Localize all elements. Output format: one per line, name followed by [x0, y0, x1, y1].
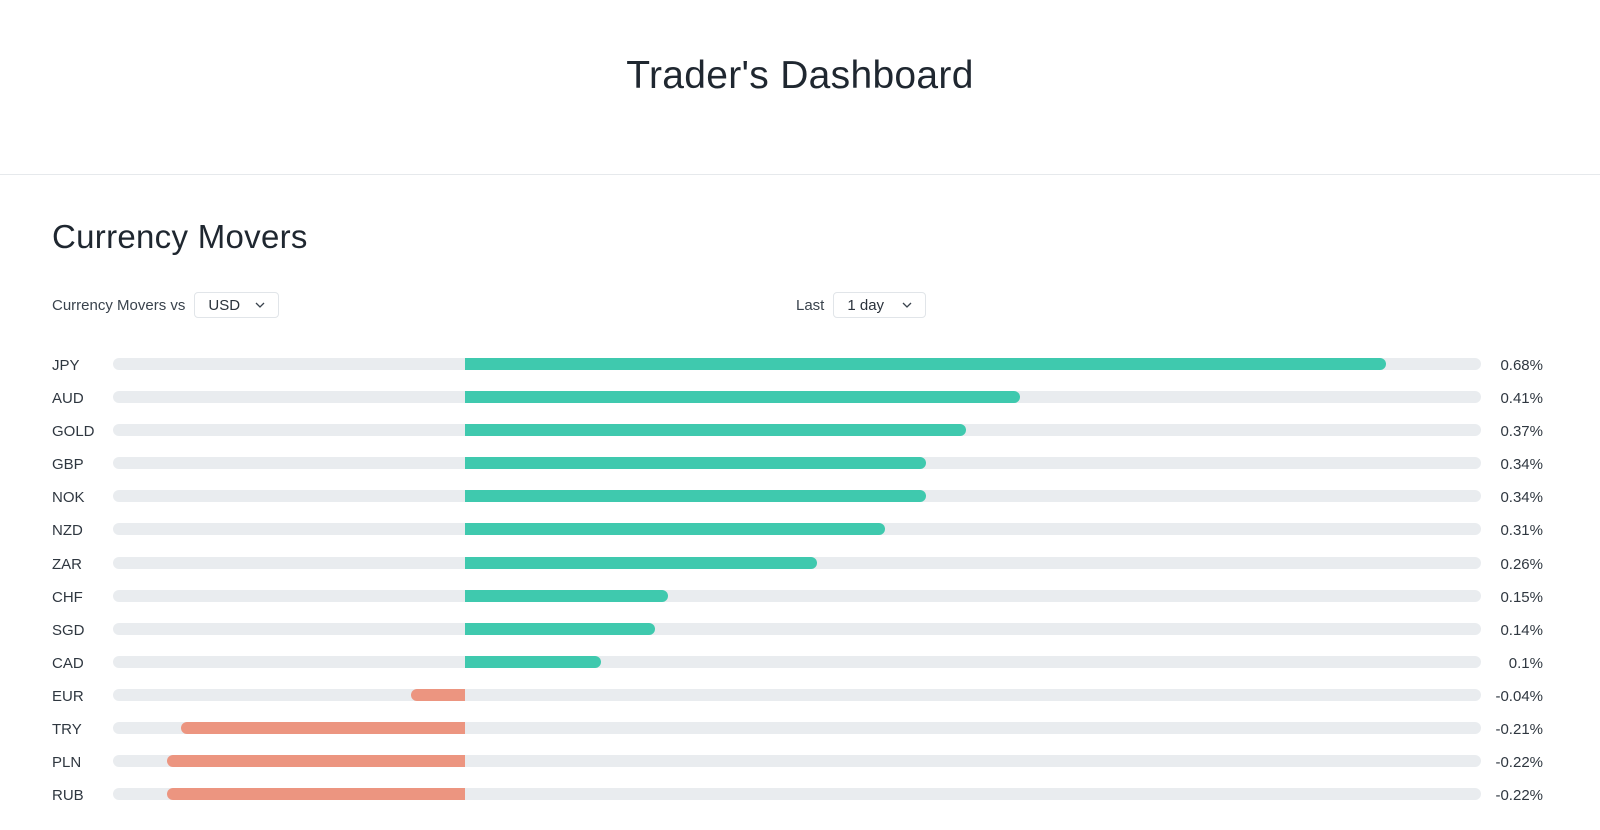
bar-sgd: [465, 622, 655, 635]
base-currency-select[interactable]: USD: [194, 292, 280, 318]
currency-code: NZD: [52, 522, 83, 540]
currency-movers-chart: JPY 0.68% AUD 0.41% GOLD 0.37% GBP 0.34% NOK 0.34…: [0, 349, 1600, 812]
currency-code: GBP: [52, 456, 84, 474]
currency-movers-vs-label: Currency Movers vs: [52, 296, 186, 314]
chevron-down-icon: [254, 299, 266, 311]
currency-row-gold: GOLD 0.37%: [0, 415, 1600, 448]
currency-code: JPY: [52, 357, 80, 374]
bar-chf: [465, 589, 669, 602]
currency-row-cad: CAD 0.1%: [0, 647, 1600, 680]
currency-row-jpy: JPY 0.68%: [0, 349, 1600, 382]
currency-row-sgd: SGD 0.14%: [0, 614, 1600, 647]
change-percent: 0.34%: [1500, 456, 1543, 474]
currency-row-rub: RUB -0.22%: [0, 779, 1600, 812]
currency-row-chf: CHF 0.15%: [0, 581, 1600, 614]
bar-nok: [465, 490, 926, 503]
change-percent: 0.31%: [1500, 522, 1543, 540]
bar-jpy: [465, 358, 1387, 370]
chevron-down-icon: [901, 299, 913, 311]
currency-code: ZAR: [52, 555, 82, 573]
bar-gold: [465, 424, 967, 437]
page-title: Trader's Dashboard: [626, 54, 974, 97]
bar-gbp: [465, 457, 926, 470]
change-percent: 0.1%: [1508, 654, 1543, 672]
change-percent: -0.04%: [1495, 687, 1543, 705]
bar-track: [113, 589, 1481, 602]
change-percent: 0.37%: [1500, 423, 1543, 441]
change-percent: -0.22%: [1495, 787, 1543, 805]
change-percent: -0.22%: [1495, 754, 1543, 772]
currency-row-try: TRY -0.21%: [0, 713, 1600, 746]
currency-row-nzd: NZD 0.31%: [0, 514, 1600, 547]
bar-cad: [465, 655, 601, 668]
bar-track: [113, 688, 1481, 701]
bar-nzd: [465, 523, 886, 536]
currency-code: CHF: [52, 588, 83, 606]
period-select[interactable]: 1 day: [833, 292, 927, 318]
bar-rub: [167, 788, 466, 801]
currency-row-nok: NOK 0.34%: [0, 481, 1600, 514]
currency-code: TRY: [52, 721, 82, 739]
currency-row-gbp: GBP 0.34%: [0, 448, 1600, 481]
currency-row-aud: AUD 0.41%: [0, 382, 1600, 415]
bar-eur: [410, 688, 466, 701]
currency-code: NOK: [52, 489, 85, 507]
change-percent: 0.68%: [1500, 357, 1543, 374]
base-currency-value: USD: [208, 296, 241, 314]
bar-track: [113, 622, 1481, 635]
bar-pln: [167, 755, 466, 768]
currency-code: RUB: [52, 787, 84, 805]
currency-code: AUD: [52, 390, 84, 408]
currency-code: PLN: [52, 754, 82, 772]
bar-aud: [465, 391, 1021, 404]
period-label: Last: [796, 296, 825, 314]
period-control: Last 1 day: [796, 292, 927, 318]
section-title: Currency Movers: [52, 218, 308, 255]
bar-zar: [465, 556, 818, 569]
currency-row-pln: PLN -0.22%: [0, 746, 1600, 779]
currency-movers-vs-control: Currency Movers vs USD: [52, 292, 280, 318]
currency-row-eur: EUR -0.04%: [0, 680, 1600, 713]
change-percent: 0.26%: [1500, 555, 1543, 573]
page-header: Trader's Dashboard: [0, 0, 1600, 175]
currency-code: SGD: [52, 621, 85, 639]
currency-row-zar: ZAR 0.26%: [0, 548, 1600, 581]
change-percent: 0.34%: [1500, 489, 1543, 507]
change-percent: 0.14%: [1500, 621, 1543, 639]
change-percent: 0.41%: [1500, 390, 1543, 408]
change-percent: 0.15%: [1500, 588, 1543, 606]
currency-code: GOLD: [52, 423, 95, 441]
period-value: 1 day: [847, 296, 885, 314]
change-percent: -0.21%: [1495, 721, 1543, 739]
bar-track: [113, 655, 1481, 668]
bar-try: [180, 722, 466, 735]
currency-code: CAD: [52, 654, 84, 672]
currency-code: EUR: [52, 687, 84, 705]
